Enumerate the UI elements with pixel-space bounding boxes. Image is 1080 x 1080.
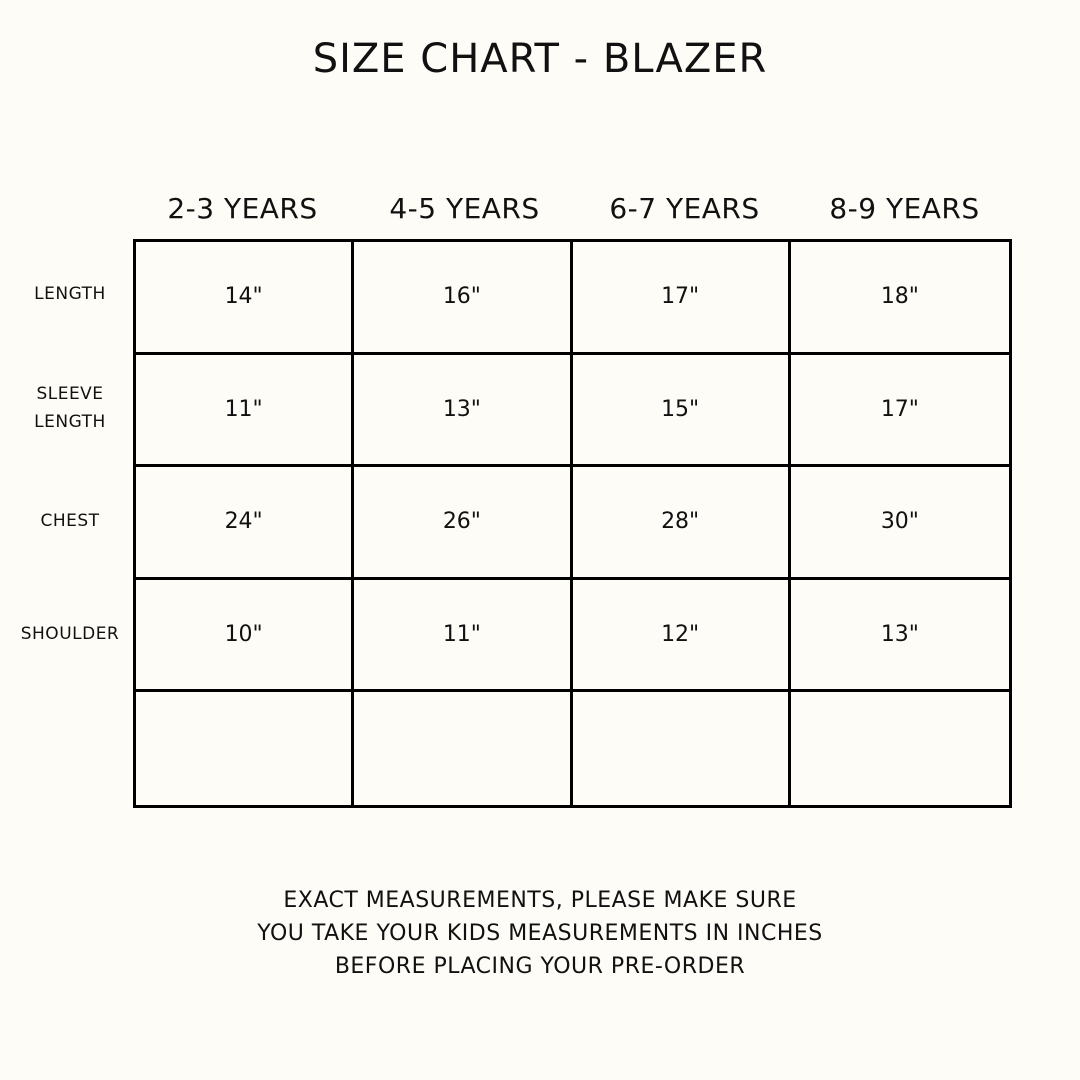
column-header-2-3-years: 2-3 YEARS [167, 192, 318, 225]
table-cell: 12" [572, 579, 791, 693]
column-header-8-9-years: 8-9 YEARS [829, 192, 980, 225]
column-header-4-5-years: 4-5 YEARS [389, 192, 540, 225]
table-cell: 14" [136, 242, 355, 355]
row-label-shoulder: SHOULDER [20, 624, 120, 644]
table-cell: 11" [136, 354, 355, 468]
row-label-length: LENGTH [34, 284, 106, 304]
table-cell: 13" [354, 354, 573, 468]
table-cell: 30" [790, 467, 1009, 580]
table-cell: 15" [572, 354, 791, 468]
size-table: 14" 16" 17" 18" 11" 13" 15" 17" 24" 26" 28" 30" 10" 1… [133, 239, 1012, 808]
table-cell: 17" [572, 242, 791, 355]
table-cell: 18" [790, 242, 1009, 355]
note-line: EXACT MEASUREMENTS, PLEASE MAKE SURE [283, 888, 797, 913]
row-label-sleeve-length: SLEEVE LENGTH [34, 384, 106, 432]
column-header-6-7-years: 6-7 YEARS [609, 192, 760, 225]
table-cell: 10" [136, 579, 355, 693]
table-cell: 11" [354, 579, 573, 693]
measurement-note: EXACT MEASUREMENTS, PLEASE MAKE SURE YOU… [0, 884, 1080, 983]
note-line: BEFORE PLACING YOUR PRE-ORDER [334, 954, 746, 979]
table-cell: 28" [572, 467, 791, 580]
page-title: SIZE CHART - BLAZER [312, 36, 768, 82]
table-cell: 13" [790, 580, 1009, 693]
row-label-chest: CHEST [40, 511, 100, 531]
table-cell [791, 692, 1009, 805]
table-cell [573, 692, 791, 805]
note-line: YOU TAKE YOUR KIDS MEASUREMENTS IN INCHE… [257, 921, 823, 946]
table-cell: 16" [354, 242, 573, 355]
table-cell: 26" [354, 467, 573, 580]
table-cell: 17" [790, 355, 1009, 468]
table-cell [354, 692, 573, 805]
table-cell [136, 692, 355, 805]
table-cell: 24" [136, 467, 355, 580]
